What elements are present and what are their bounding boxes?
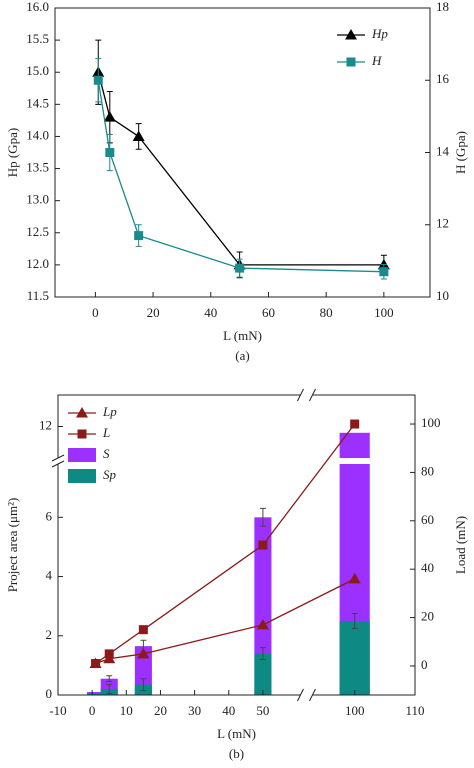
- bar: [254, 517, 272, 695]
- y2-tick-label: 14: [436, 143, 450, 158]
- x-tick-label: 50: [256, 703, 269, 718]
- marker: [132, 130, 145, 141]
- legend-label: S: [103, 446, 110, 461]
- y-tick-label: 6: [46, 508, 53, 523]
- x-tick-label: 60: [262, 305, 275, 320]
- x-tick-label: 20: [147, 305, 160, 320]
- axis-break-gap: [300, 392, 313, 398]
- error-bar: [106, 675, 113, 683]
- marker: [256, 618, 269, 630]
- marker: [134, 231, 144, 241]
- y2-tick-label: 18: [436, 0, 449, 14]
- x-tick-label: 20: [154, 703, 167, 718]
- y-tick-label: 12.0: [26, 256, 49, 271]
- legend-label: Sp: [103, 467, 117, 482]
- x-tick-label: 10: [120, 703, 133, 718]
- marker: [350, 419, 360, 429]
- marker: [235, 263, 245, 273]
- legend-marker: [346, 57, 356, 67]
- marker: [138, 625, 148, 635]
- y2-tick-label: 40: [421, 560, 434, 575]
- error-bar: [351, 613, 358, 629]
- legend-swatch: [68, 469, 96, 483]
- y-tick-label: 12.5: [26, 224, 49, 239]
- x-tick-label: -10: [49, 703, 66, 718]
- marker: [103, 111, 116, 122]
- axis-break: [297, 688, 316, 702]
- marker: [104, 649, 114, 659]
- x-tick-label: 100: [374, 305, 394, 320]
- axis-break-gap: [300, 692, 313, 698]
- marker: [105, 148, 115, 157]
- y2-tick-label: 100: [421, 415, 441, 430]
- x-tick-label: 80: [320, 305, 333, 320]
- x-axis-title: L (mN): [217, 726, 256, 741]
- caption: (b): [229, 746, 244, 761]
- plot-frame: [57, 394, 416, 696]
- line: [95, 578, 355, 665]
- bar: [254, 653, 272, 695]
- y-tick-label: 13.5: [26, 160, 49, 175]
- legend-swatch: [68, 448, 96, 462]
- y-tick-label: 0: [46, 686, 53, 701]
- error-bar: [140, 678, 147, 692]
- x-tick-label: 100: [345, 703, 365, 718]
- caption: (a): [235, 348, 249, 363]
- y2-tick-label: 16: [436, 71, 450, 86]
- error-bar: [259, 647, 266, 660]
- axis-break: [297, 388, 316, 402]
- x-tick-label: 0: [89, 703, 96, 718]
- y-tick-label: 16.0: [26, 0, 49, 14]
- y-tick-label: 12: [39, 417, 52, 432]
- marker: [93, 75, 103, 85]
- x-tick-label: 110: [405, 703, 424, 718]
- y2-tick-label: 12: [436, 216, 449, 231]
- y2-tick-label: 10: [436, 288, 449, 303]
- x-tick-label: 40: [222, 703, 235, 718]
- y-tick-label: 14.5: [26, 95, 49, 110]
- marker: [91, 659, 101, 669]
- y-tick-label: 15.0: [26, 63, 49, 78]
- y-axis-title: Hp (Gpa): [5, 128, 20, 177]
- marker: [258, 540, 268, 550]
- y-tick-label: 11.5: [27, 288, 49, 303]
- line: [97, 80, 384, 273]
- legend-label: Hp: [371, 26, 388, 41]
- y-tick-label: 4: [46, 568, 53, 583]
- bar: [87, 693, 105, 695]
- x-tick-label: 40: [204, 305, 217, 320]
- y-axis-title: Project area (μm²): [5, 498, 20, 593]
- y2-tick-label: 60: [421, 512, 434, 527]
- y2-tick-label: 80: [421, 463, 434, 478]
- axis-break: [51, 454, 65, 468]
- y-tick-label: 15.5: [26, 31, 49, 46]
- marker: [137, 647, 150, 659]
- x-tick-label: 0: [92, 305, 99, 320]
- legend-marker: [345, 29, 357, 40]
- legend-label: Lp: [102, 404, 117, 419]
- legend-label: L: [102, 425, 110, 440]
- y-tick-label: 14.0: [26, 127, 49, 142]
- legend-marker: [77, 429, 87, 439]
- y-tick-label: 13.0: [26, 192, 49, 207]
- axis-break-gap: [52, 458, 414, 464]
- x-axis-title: L (mN): [223, 328, 262, 343]
- y2-axis-title: Load (mN): [453, 516, 468, 574]
- legend-marker: [76, 407, 88, 418]
- y2-axis-title: H (Gpa): [453, 131, 468, 174]
- marker: [348, 572, 361, 584]
- y-tick-label: 2: [46, 627, 53, 642]
- error-bar: [106, 684, 113, 695]
- error-bar: [259, 507, 266, 527]
- bar: [339, 620, 370, 695]
- marker: [379, 267, 389, 277]
- legend-label: H: [371, 53, 382, 68]
- y2-tick-label: 0: [421, 657, 428, 672]
- x-tick-label: 30: [188, 703, 201, 718]
- y2-tick-label: 20: [421, 609, 434, 624]
